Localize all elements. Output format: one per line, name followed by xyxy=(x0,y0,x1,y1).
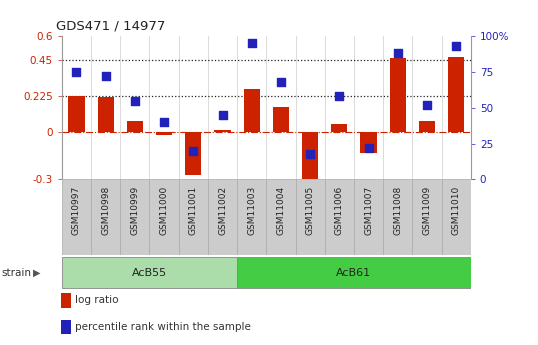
Point xyxy=(423,102,431,108)
Bar xyxy=(98,98,114,132)
Text: GSM11008: GSM11008 xyxy=(393,186,402,235)
Point xyxy=(101,73,110,79)
Bar xyxy=(215,130,230,132)
Point xyxy=(160,119,168,125)
Text: GDS471 / 14977: GDS471 / 14977 xyxy=(56,20,166,33)
Bar xyxy=(68,96,84,132)
Text: GSM11006: GSM11006 xyxy=(335,186,344,235)
Point xyxy=(306,151,314,156)
Text: GSM11007: GSM11007 xyxy=(364,186,373,235)
Point xyxy=(277,79,285,85)
Text: GSM11001: GSM11001 xyxy=(189,186,198,235)
Point xyxy=(364,145,373,151)
Bar xyxy=(121,179,150,255)
Bar xyxy=(266,179,295,255)
Bar xyxy=(237,257,471,288)
Text: percentile rank within the sample: percentile rank within the sample xyxy=(75,322,251,332)
Bar xyxy=(150,179,179,255)
Bar xyxy=(62,179,91,255)
Text: GSM10998: GSM10998 xyxy=(101,186,110,235)
Bar xyxy=(127,120,143,132)
Point xyxy=(247,41,256,46)
Text: GSM10999: GSM10999 xyxy=(130,186,139,235)
Bar xyxy=(419,120,435,132)
Point xyxy=(335,93,344,99)
Text: GSM11004: GSM11004 xyxy=(277,186,286,235)
Text: GSM11005: GSM11005 xyxy=(306,186,315,235)
Bar xyxy=(302,132,318,183)
Point xyxy=(393,51,402,56)
Text: strain: strain xyxy=(2,268,32,277)
Text: GSM11003: GSM11003 xyxy=(247,186,256,235)
Bar xyxy=(179,179,208,255)
Bar xyxy=(237,179,266,255)
Point xyxy=(189,148,197,154)
Bar xyxy=(244,89,260,132)
Bar xyxy=(331,124,348,132)
Bar xyxy=(383,179,412,255)
Bar xyxy=(390,59,406,132)
Text: GSM10997: GSM10997 xyxy=(72,186,81,235)
Point xyxy=(452,43,461,49)
Bar xyxy=(442,179,471,255)
Bar xyxy=(185,132,201,175)
Point xyxy=(72,69,81,75)
Text: GSM11002: GSM11002 xyxy=(218,186,227,235)
Point xyxy=(131,98,139,104)
Bar xyxy=(273,107,289,132)
Text: ▶: ▶ xyxy=(33,268,41,277)
Bar xyxy=(354,179,383,255)
Bar xyxy=(61,293,71,308)
Bar xyxy=(360,132,377,153)
Text: AcB61: AcB61 xyxy=(336,268,372,277)
Bar xyxy=(412,179,442,255)
Text: GSM11010: GSM11010 xyxy=(451,186,461,235)
Bar xyxy=(156,132,172,135)
Text: GSM11000: GSM11000 xyxy=(160,186,168,235)
Text: log ratio: log ratio xyxy=(75,295,119,305)
Text: AcB55: AcB55 xyxy=(132,268,167,277)
Point xyxy=(218,112,227,118)
Bar xyxy=(208,179,237,255)
Bar xyxy=(91,179,121,255)
Bar xyxy=(295,179,325,255)
Bar xyxy=(448,57,464,132)
Bar xyxy=(61,320,71,334)
Bar xyxy=(62,257,237,288)
Bar xyxy=(325,179,354,255)
Text: GSM11009: GSM11009 xyxy=(422,186,431,235)
